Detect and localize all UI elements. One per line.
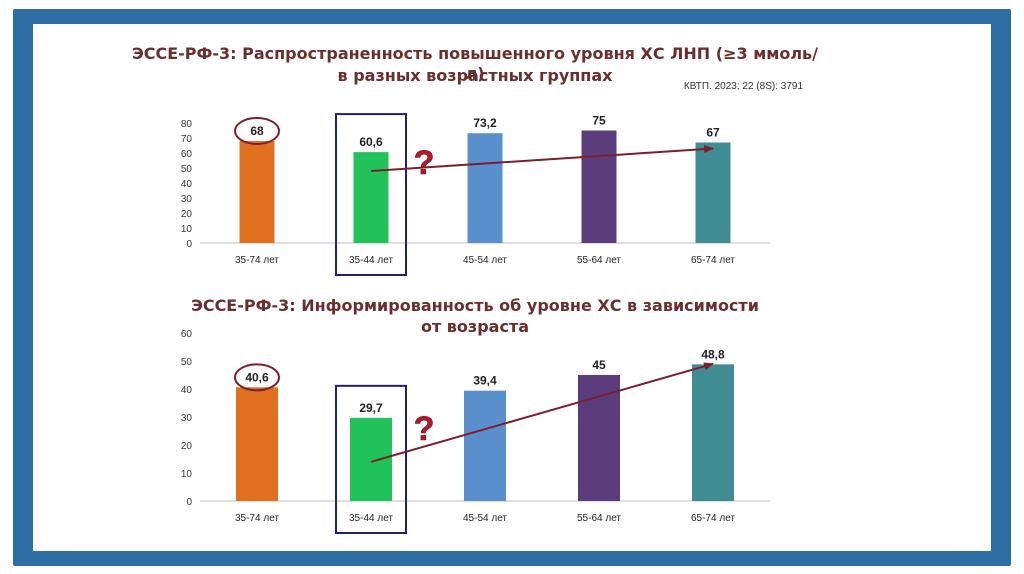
chart2-highlight-circle [234,363,280,392]
chart2-ytick-label: 20 [181,441,193,452]
chart1-ytick-label: 40 [181,179,193,190]
chart1-bar [695,142,731,243]
chart2-highlight-box [335,384,407,535]
chart2-bar [578,375,620,501]
chart2-title-line1: ЭССЕ-РФ-3: Информированность об уровне Х… [191,296,759,315]
chart1-ytick-label: 50 [181,164,193,175]
chart1-category-label: 45-54 лет [463,255,507,266]
chart1-value-label: 75 [592,114,606,128]
chart2-bar [236,387,278,501]
chart2-ytick-label: 50 [181,357,193,368]
chart1-bar [581,130,617,243]
chart2-category-label: 35-44 лет [349,513,393,524]
chart2-ytick-label: 30 [181,413,193,424]
chart1-ytick-label: 60 [181,149,193,160]
chart1-question-mark: ? [414,144,435,182]
chart2-ytick-label: 0 [186,497,192,508]
chart1-bar [467,133,503,243]
chart1-svg: 0 10 20 30 40 50 60 70 80 68 35-74 лет 60,6 35-44 ле… [181,113,770,276]
chart2-category-label: 65-74 лет [691,513,735,524]
chart1-ytick-label: 10 [181,224,193,235]
chart1-ytick-label: 0 [186,239,192,250]
chart2-svg: 0 10 20 30 40 50 60 40,6 35-74 лет 29,7 35-44 лет?… [181,329,770,535]
chart1-bar [239,141,275,243]
chart1-category-label: 35-44 лет [349,255,393,266]
chart2-trend-arrow [370,362,714,463]
chart2-value-label: 40,6 [245,370,269,384]
chart1-title-line2: в разных возрастных группах [337,66,613,85]
chart1-ytick-label: 20 [181,209,193,220]
chart1-ytick-label: 80 [181,119,193,130]
slide: ЭССЕ-РФ-3: Распространенность повышенног… [125,26,825,548]
chart1-bar [353,152,389,243]
chart1-highlight-box [335,113,407,276]
chart1-trend-arrow [370,145,714,172]
chart2-ytick-label: 40 [181,385,193,396]
chart2-ytick-label: 10 [181,469,193,480]
chart2-ytick-label: 60 [181,329,193,340]
chart2-value-label: 29,7 [359,401,383,415]
chart2-category-label: 35-74 лет [235,513,279,524]
chart2-value-label: 39,4 [473,374,497,388]
chart2-title-line2: от возраста [420,317,530,336]
chart2-value-label: 45 [592,358,606,372]
chart2-bar [692,364,734,501]
chart1-ytick-label: 70 [181,134,193,145]
chart2-category-label: 45-54 лет [463,513,507,524]
chart1-value-label: 73,2 [473,116,497,130]
chart1-category-label: 55-64 лет [577,255,621,266]
chart1-category-label: 65-74 лет [691,255,735,266]
chart2-bar [464,390,506,501]
chart1-value-label: 68 [250,124,264,138]
chart2-value-label: 48,8 [701,347,725,361]
chart1-value-label: 67 [706,126,720,140]
chart2-question-mark: ? [414,410,435,448]
source-note: КВТП. 2023; 22 (8S): 3791 [683,81,803,92]
chart1-category-label: 35-74 лет [235,255,279,266]
chart2-category-label: 55-64 лет [577,513,621,524]
chart1-ytick-label: 30 [181,194,193,205]
chart2-bar [350,417,392,501]
chart1-highlight-circle [234,117,280,145]
chart1-value-label: 60,6 [359,135,383,149]
chart1-title-line1: ЭССЕ-РФ-3: Распространенность повышенног… [131,44,819,83]
